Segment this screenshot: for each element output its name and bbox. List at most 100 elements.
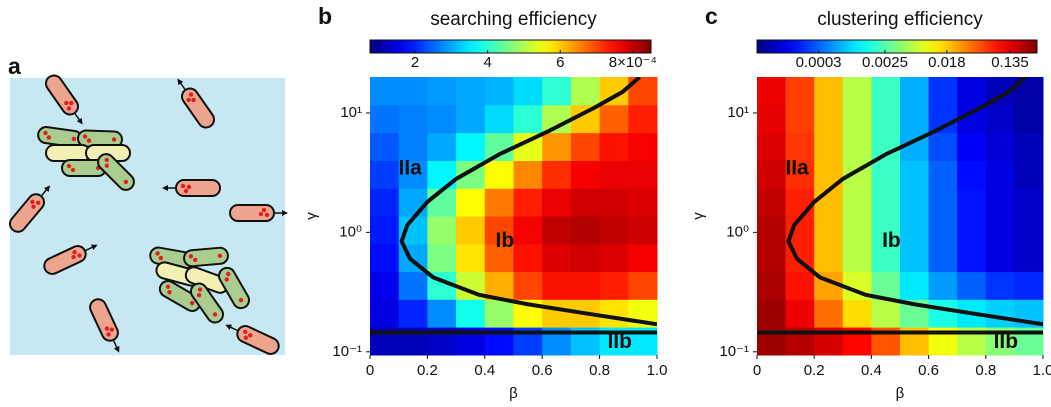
heat-cell — [814, 243, 844, 273]
heat-cell — [628, 132, 658, 161]
phase-boundary — [399, 77, 657, 327]
heat-cell — [957, 132, 987, 161]
heat-cell — [398, 104, 428, 134]
heat-cell — [513, 160, 543, 189]
region-label: Ib — [882, 229, 901, 252]
heat-cell — [928, 188, 958, 217]
heat-cell — [900, 160, 930, 189]
heat-cell — [985, 271, 1015, 300]
x-tick-label: 0.4 — [861, 362, 882, 379]
heat-cell — [1014, 216, 1044, 245]
heat-cell — [785, 132, 815, 161]
colorbar — [756, 39, 1038, 54]
region-label: Ib — [496, 229, 515, 252]
heat-cell — [871, 132, 901, 161]
heat-cell — [842, 132, 872, 161]
heat-cell — [985, 132, 1015, 161]
heat-cell — [814, 132, 844, 161]
heat-cell — [628, 271, 658, 300]
heat-cell — [513, 104, 543, 134]
heat-cell — [599, 216, 629, 245]
heat-cell — [814, 77, 844, 106]
y-tick-label: 10⁰ — [339, 223, 362, 240]
heat-cell — [628, 104, 658, 134]
heat-cell — [570, 188, 601, 217]
heat-cell — [542, 188, 572, 217]
colorbar-tick-label: 0.018 — [928, 54, 966, 71]
region-label: IIb — [994, 330, 1019, 353]
y-tick-label: 10⁻¹ — [719, 343, 749, 360]
heat-cell — [1014, 243, 1044, 273]
x-tick-label: 0.2 — [804, 362, 825, 379]
heat-cell — [456, 243, 486, 273]
x-tick-label: 0 — [753, 362, 761, 379]
heat-cell — [398, 77, 428, 106]
heat-cell — [757, 188, 787, 217]
heat-cell — [957, 271, 987, 300]
heat-cell — [785, 299, 815, 328]
heat-cell — [599, 104, 629, 134]
heat-cell — [427, 299, 457, 328]
heat-cell — [370, 188, 400, 217]
x-tick-label: 0.4 — [474, 362, 495, 379]
heat-cell — [842, 243, 872, 273]
x-axis-label: β — [896, 385, 905, 402]
heat-cell — [542, 132, 572, 161]
heat-cell — [985, 160, 1015, 189]
heat-cell — [957, 243, 987, 273]
heat-cell — [456, 188, 486, 217]
region-label: IIb — [607, 330, 632, 353]
heat-cell — [427, 243, 457, 273]
heat-cell — [570, 243, 601, 273]
heat-cell — [985, 243, 1015, 273]
panel-label: c — [705, 3, 718, 29]
heat-cell — [599, 271, 629, 300]
colorbar-tick-label: 0.135 — [991, 54, 1029, 71]
heat-cell — [871, 243, 901, 273]
x-tick-label: 0.6 — [918, 362, 939, 379]
y-axis-label: γ — [690, 212, 707, 220]
bacteria-diagram — [5, 71, 289, 358]
heat-cell — [871, 104, 901, 134]
heat-cell — [957, 188, 987, 217]
heat-cell — [570, 216, 601, 245]
panel-label: b — [318, 3, 332, 29]
phase-boundary — [786, 77, 1043, 327]
boundary-group — [370, 77, 657, 335]
heat-cell — [427, 132, 457, 161]
heat-cell — [599, 160, 629, 189]
colorbar-tick-label: 8×10⁻⁴ — [609, 54, 657, 71]
heat-cell — [513, 271, 543, 300]
heat-cell — [542, 243, 572, 273]
heat-cell — [928, 299, 958, 328]
heat-cell — [785, 188, 815, 217]
x-tick-label: 1.0 — [1033, 362, 1051, 379]
heat-cell — [427, 77, 457, 106]
heat-cell — [370, 77, 400, 106]
heat-cell — [985, 104, 1015, 134]
heat-cell — [570, 77, 601, 106]
heat-cell — [928, 132, 958, 161]
heat-cell — [456, 299, 486, 328]
heat-cell — [871, 188, 901, 217]
heat-cell — [842, 104, 872, 134]
heat-cell — [427, 104, 457, 134]
colorbar-title: searching efficiency — [430, 9, 597, 30]
heat-cell — [456, 132, 486, 161]
colorbar-tick-label: 0.0003 — [796, 54, 842, 71]
heat-cell — [599, 188, 629, 217]
boundary-group — [757, 77, 1043, 335]
heat-cell — [871, 77, 901, 106]
x-tick-label: 0.6 — [532, 362, 553, 379]
heat-cell — [484, 188, 514, 217]
heat-cell — [542, 77, 572, 106]
heat-cell — [900, 243, 930, 273]
heat-cell — [456, 77, 486, 106]
heat-cell — [1014, 188, 1044, 217]
panel-label: a — [8, 53, 21, 79]
heat-cell — [757, 271, 787, 300]
heat-cell — [900, 188, 930, 217]
heat-cell — [985, 216, 1015, 245]
heat-cell — [957, 77, 987, 106]
colorbar — [369, 39, 652, 54]
